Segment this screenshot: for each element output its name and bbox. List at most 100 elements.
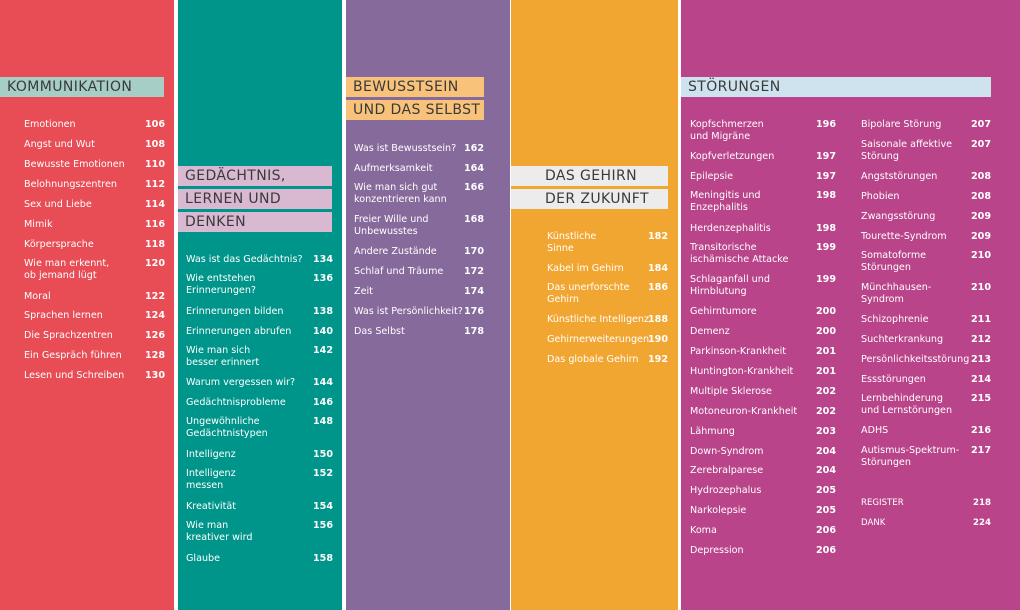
toc-entry-title: Kopfverletzungen <box>690 151 775 162</box>
toc-entry-title: Depression <box>690 545 744 556</box>
toc-entry-title: Phobien <box>861 191 900 202</box>
toc-entry-page: 200 <box>815 326 836 337</box>
toc-entry-title: Künstliche Intelligenz <box>547 314 650 325</box>
toc-entry-page: 202 <box>815 406 836 417</box>
toc-entry-title: Lernbehinderung und Lernstörungen <box>861 393 953 416</box>
toc-entry-title: Bipolare Störung <box>861 119 942 130</box>
toc-entry-page: 213 <box>970 354 991 365</box>
toc-entry-title: Die Sprachzentren <box>24 330 113 341</box>
toc-entry-title: ADHS <box>861 425 889 436</box>
toc-entry-page: 170 <box>463 246 484 257</box>
toc-entry-page: 204 <box>815 446 836 457</box>
toc-entry-page: 224 <box>973 518 991 528</box>
section-title-gehirn-line1: DAS GEHIRN <box>511 166 668 186</box>
toc-entry-title: Tourette-Syndrom <box>861 231 947 242</box>
toc-entry-page: 201 <box>815 366 836 377</box>
toc-entry-title: Narkolepsie <box>690 505 747 516</box>
toc-entry-title: Kabel im Gehirn <box>547 263 624 274</box>
column-gehirn <box>511 0 678 610</box>
column-stoerungen <box>681 0 1020 610</box>
toc-entry-page: 154 <box>312 501 333 512</box>
toc-entry-title: Huntington-Krankheit <box>690 366 794 377</box>
toc-entry-page: 199 <box>815 242 836 253</box>
toc-entry-title: Das unerforschte Gehirn <box>547 282 630 305</box>
toc-entry-page: 214 <box>970 374 991 385</box>
toc-entry-title: Meningitis und Enzephalitis <box>690 190 761 213</box>
toc-entry-page: 172 <box>463 266 484 277</box>
toc-entry-title: Aufmerksamkeit <box>354 163 433 174</box>
toc-entry-title: Erinnerungen bilden <box>186 306 284 317</box>
toc-entry-title: Künstliche Sinne <box>547 231 597 254</box>
toc-entry-title: Glaube <box>186 553 221 564</box>
toc-entry-title: Wie man sich besser erinnert <box>186 345 260 368</box>
toc-entry-title: Ungewöhnliche Gedächtnistypen <box>186 416 268 439</box>
toc-entry-page: 216 <box>970 425 991 436</box>
toc-entry-page: 212 <box>970 334 991 345</box>
toc-entry-page: 208 <box>970 171 991 182</box>
toc-entry-title: REGISTER <box>861 498 904 508</box>
toc-entry-title: Das globale Gehirn <box>547 354 639 365</box>
toc-entry-title: Was ist Persönlichkeit? <box>354 306 463 317</box>
toc-entry-page: 199 <box>815 274 836 285</box>
toc-entry-title: Was ist das Gedächtnis? <box>186 254 303 265</box>
toc-entry-page: 207 <box>970 139 991 150</box>
toc-entry-page: 208 <box>970 191 991 202</box>
toc-entry-title: Hydrozephalus <box>690 485 762 496</box>
toc-entry-page: 184 <box>647 263 668 274</box>
toc-entry-title: Sprachen lernen <box>24 310 103 321</box>
toc-entry-page: 122 <box>144 291 165 302</box>
toc-entry-title: Parkinson-Krankheit <box>690 346 787 357</box>
toc-entry-title: Autismus-Spektrum- Störungen <box>861 445 960 468</box>
toc-entry-title: Warum vergessen wir? <box>186 377 296 388</box>
toc-entry-page: 158 <box>312 553 333 564</box>
toc-entry-title: Intelligenz messen <box>186 468 236 491</box>
toc-entry-title: Wie man sich gut konzentrieren kann <box>354 182 447 205</box>
toc-entry-page: 134 <box>312 254 333 265</box>
toc-entry-page: 198 <box>815 223 836 234</box>
toc-entry-page: 205 <box>815 505 836 516</box>
section-title-stoerungen: STÖRUNGEN <box>681 77 991 97</box>
toc-entry-title: Angst und Wut <box>24 139 95 150</box>
section-title-bewusstsein-line1: BEWUSSTSEIN <box>346 77 484 97</box>
toc-entry-page: 209 <box>970 211 991 222</box>
toc-entry-page: 128 <box>144 350 165 361</box>
toc-entry-title: Schlaganfall und Hirnblutung <box>690 274 770 297</box>
toc-entry-page: 110 <box>144 159 165 170</box>
column-kommunikation <box>0 0 174 610</box>
toc-entry-page: 140 <box>312 326 333 337</box>
toc-entry-page: 197 <box>815 171 836 182</box>
toc-entry-page: 146 <box>312 397 333 408</box>
toc-entry-title: Zwangsstörung <box>861 211 936 222</box>
toc-entry-title: Lähmung <box>690 426 735 437</box>
toc-entry-page: 112 <box>144 179 165 190</box>
toc-entry-page: 197 <box>815 151 836 162</box>
toc-entry-title: Mimik <box>24 219 53 230</box>
toc-entry-page: 124 <box>144 310 165 321</box>
toc-entry-title: Schlaf und Träume <box>354 266 444 277</box>
toc-entry-page: 162 <box>463 143 484 154</box>
toc-entry-page: 176 <box>463 306 484 317</box>
toc-entry-title: Was ist Bewusstsein? <box>354 143 457 154</box>
toc-entry-title: Körpersprache <box>24 239 94 250</box>
toc-entry-title: Saisonale affektive Störung <box>861 139 953 162</box>
toc-entry-page: 182 <box>647 231 668 242</box>
toc-entry-title: Emotionen <box>24 119 76 130</box>
toc-entry-page: 130 <box>144 370 165 381</box>
toc-entry-title: Gedächtnisprobleme <box>186 397 286 408</box>
toc-entry-page: 150 <box>312 449 333 460</box>
toc-entry-title: Intelligenz <box>186 449 236 460</box>
toc-entry-page: 210 <box>970 250 991 261</box>
toc-entry-page: 192 <box>647 354 668 365</box>
toc-entry-title: Erinnerungen abrufen <box>186 326 292 337</box>
toc-entry-page: 206 <box>815 525 836 536</box>
toc-entry-page: 205 <box>815 485 836 496</box>
toc-entry-page: 136 <box>312 273 333 284</box>
section-title-gehirn-line2: DER ZUKUNFT <box>511 189 668 209</box>
toc-entry-page: 174 <box>463 286 484 297</box>
toc-entry-page: 209 <box>970 231 991 242</box>
column-gedaechtnis <box>178 0 342 610</box>
toc-entry-page: 120 <box>144 258 165 269</box>
toc-entry-page: 116 <box>144 219 165 230</box>
toc-entry-title: Schizophrenie <box>861 314 929 325</box>
toc-entry-page: 198 <box>815 190 836 201</box>
